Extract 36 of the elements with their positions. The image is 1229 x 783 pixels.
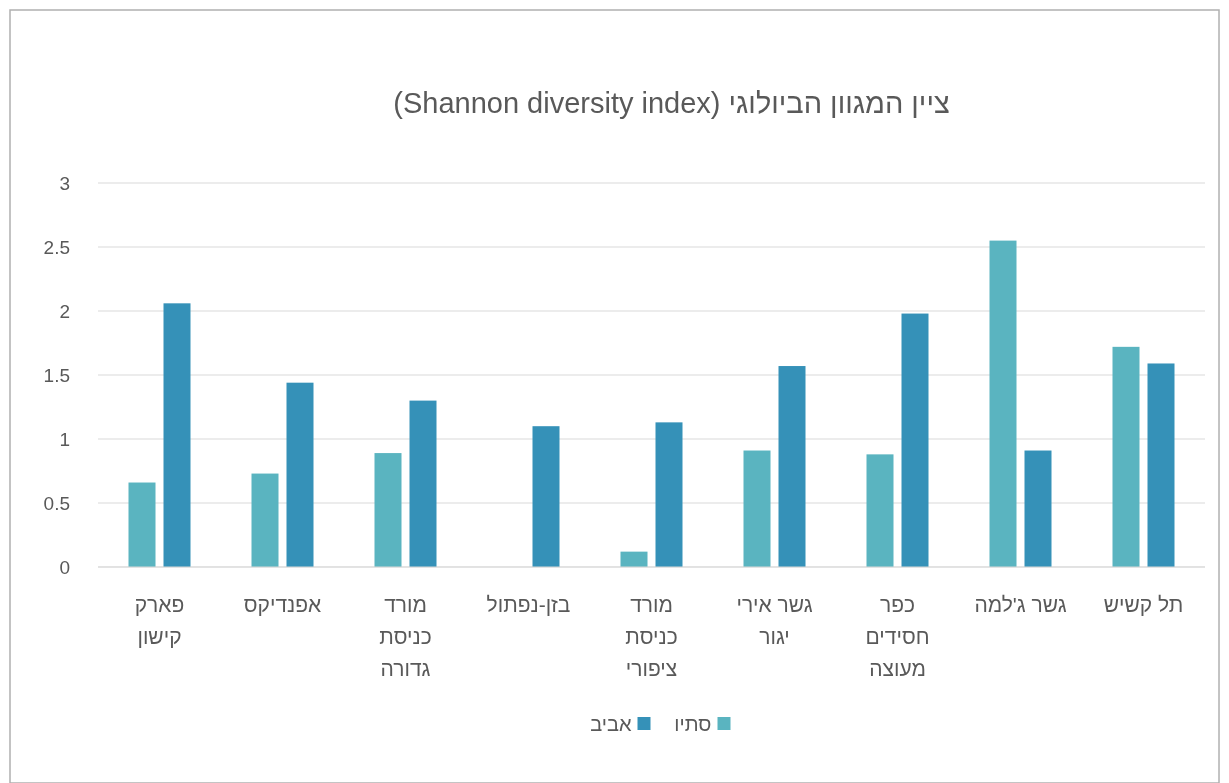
y-tick-label: 1.5 — [43, 364, 70, 386]
x-tick-label: כפר חסידים מעוצה — [865, 593, 930, 680]
x-tick-label: תל קשיש — [1103, 593, 1184, 616]
y-tick-label: 0.5 — [43, 492, 70, 514]
bar — [374, 453, 402, 567]
x-tick-label: גשר ג'למה — [974, 593, 1067, 616]
bar — [1024, 450, 1052, 567]
y-tick-label: 3 — [59, 172, 70, 194]
x-tick-label: גשר אירי יגור — [736, 593, 813, 648]
bar — [620, 551, 648, 567]
bar — [901, 313, 929, 567]
x-tick-label: מורד כניסת גדורה — [379, 593, 432, 680]
x-tick-label: אפנדיקס — [243, 593, 322, 616]
bar — [655, 422, 683, 567]
bar — [1147, 363, 1175, 567]
y-tick-label: 2.5 — [43, 236, 70, 258]
y-tick-label: 0 — [59, 556, 70, 578]
bar — [128, 482, 156, 567]
bar — [778, 366, 806, 567]
x-tick-label: מורד כניסת ציפורי — [625, 593, 678, 680]
bar — [251, 473, 279, 567]
legend-label: אביב — [590, 713, 632, 735]
bar — [1112, 346, 1140, 567]
bar — [409, 400, 437, 567]
bar — [286, 382, 314, 567]
legend-label: סתיו — [674, 713, 712, 735]
bar — [532, 426, 560, 567]
chart-title: ציין המגוון הביולוגי (Shannon diversity index) — [393, 87, 950, 119]
bar — [866, 454, 894, 567]
bar — [163, 303, 191, 567]
y-tick-label: 2 — [59, 300, 70, 322]
bar — [743, 450, 771, 567]
x-tick-label: פארק קישון — [134, 593, 185, 648]
y-tick-label: 1 — [59, 428, 70, 450]
bar — [989, 240, 1017, 567]
x-tick-label: בזן-נפתול — [486, 593, 571, 616]
